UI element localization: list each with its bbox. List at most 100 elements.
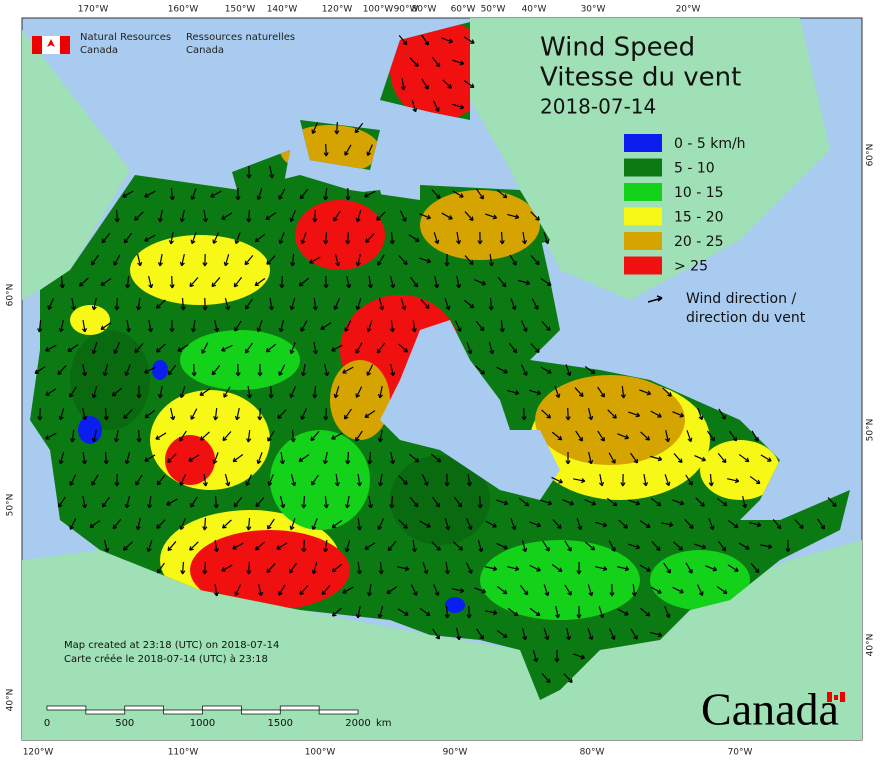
wind-arrow <box>485 610 498 616</box>
scale-unit: km <box>376 718 392 729</box>
wind-arrow <box>496 189 508 199</box>
wind-arrow <box>364 542 376 550</box>
wind-arrow <box>57 365 67 376</box>
wind-arrow <box>320 322 332 330</box>
wind-arrow <box>587 584 594 597</box>
wind-arrow <box>695 497 705 507</box>
wind-arrow <box>179 474 186 486</box>
wind-arrow <box>827 497 837 508</box>
wind-arrow <box>244 298 253 310</box>
wind-arrow <box>598 606 605 619</box>
wind-arrow <box>541 321 551 332</box>
wind-arrow <box>90 254 99 266</box>
wind-arrow <box>521 407 527 421</box>
wind-arrow <box>628 499 641 506</box>
wind-arrow <box>289 298 296 311</box>
wind-arrow <box>565 407 571 421</box>
lon-label: 140°W <box>267 5 298 15</box>
wind-arrow <box>189 277 199 288</box>
lon-label: 110°W <box>168 748 199 758</box>
wind-arrow <box>343 408 352 420</box>
wind-arrow <box>705 565 718 572</box>
wind-arrow <box>312 209 318 223</box>
lon-label: 120°W <box>23 748 54 758</box>
wind-arrow <box>661 522 674 528</box>
wind-arrow <box>102 364 109 377</box>
wind-arrow <box>563 673 573 683</box>
wind-arrow <box>377 254 385 266</box>
arrow-symbol <box>647 295 663 303</box>
legend-swatch <box>624 158 662 177</box>
wind-arrow <box>499 231 505 245</box>
wind-arrow <box>300 320 308 332</box>
scale-label: 0 <box>44 718 50 729</box>
wind-arrow <box>269 166 275 179</box>
wind-arrow <box>474 587 487 594</box>
wind-arrow <box>356 561 362 575</box>
wind-arrow <box>411 319 417 333</box>
wind-arrow <box>398 34 408 46</box>
wind-arrow <box>639 564 651 572</box>
wind-arrow <box>620 385 626 399</box>
footnote: Map created at 23:18 (UTC) on 2018-07-14 <box>64 640 279 651</box>
scale-segment <box>241 709 281 715</box>
wind-arrow <box>279 451 285 465</box>
wind-arrow <box>543 628 550 641</box>
lat-label: 60°N <box>6 284 16 307</box>
wind-arrow <box>113 342 121 354</box>
wind-arrow <box>101 496 110 508</box>
wind-arrow <box>214 320 220 333</box>
wind-arrow <box>620 473 626 487</box>
header: Natural Resources Canada Ressources natu… <box>32 32 295 56</box>
arrow-legend: Wind direction / direction du vent <box>647 291 806 326</box>
wind-arrow <box>334 473 340 487</box>
wind-arrow <box>476 188 485 200</box>
wind-arrow <box>222 431 232 442</box>
wind-arrow <box>202 473 208 487</box>
wind-arrow <box>696 584 704 596</box>
lat-label: 60°N <box>866 144 876 167</box>
wind-arrow <box>466 473 472 487</box>
wind-arrow <box>288 562 297 574</box>
wind-arrow <box>246 385 252 399</box>
wind-arrow <box>334 254 341 267</box>
wind-arrow <box>476 628 484 640</box>
wind-arrow <box>618 519 628 529</box>
wind-arrow <box>233 276 243 288</box>
wind-arrow <box>727 519 739 529</box>
agency-fr: Ressources naturelles <box>186 32 295 43</box>
wind-arrow <box>211 277 221 288</box>
wind-arrow <box>749 475 761 485</box>
wind-arrow <box>389 276 396 289</box>
wind-arrow <box>301 539 307 553</box>
wind-arrow <box>199 388 211 396</box>
wind-arrow <box>617 433 630 440</box>
wind-arrow <box>463 36 475 44</box>
wind-arrow <box>267 474 274 487</box>
wind-arrow <box>496 630 508 639</box>
wind-arrow <box>530 343 540 353</box>
wind-arrow <box>411 100 418 113</box>
wind-arrow <box>103 407 109 421</box>
date: 2018-07-14 <box>540 95 656 119</box>
wind-arrow <box>377 606 384 619</box>
wind-arrow <box>397 608 409 616</box>
wind-arrow <box>431 189 441 199</box>
wind-arrow <box>342 586 354 594</box>
wind-arrows <box>34 34 837 684</box>
wind-arrow <box>100 322 112 331</box>
wind-arrow <box>157 253 164 267</box>
wind-arrow <box>365 233 375 243</box>
lon-label: 160°W <box>168 5 199 15</box>
wind-arrow <box>617 608 629 616</box>
wind-arrow <box>573 653 586 660</box>
wind-arrow <box>639 389 652 396</box>
wind-arrow <box>496 499 509 506</box>
wind-arrow <box>640 431 650 441</box>
wind-arrow <box>466 342 473 355</box>
wind-arrow <box>69 518 77 530</box>
wind-arrow <box>456 275 462 289</box>
scale-segment <box>46 705 87 711</box>
lon-label: 120°W <box>322 5 353 15</box>
